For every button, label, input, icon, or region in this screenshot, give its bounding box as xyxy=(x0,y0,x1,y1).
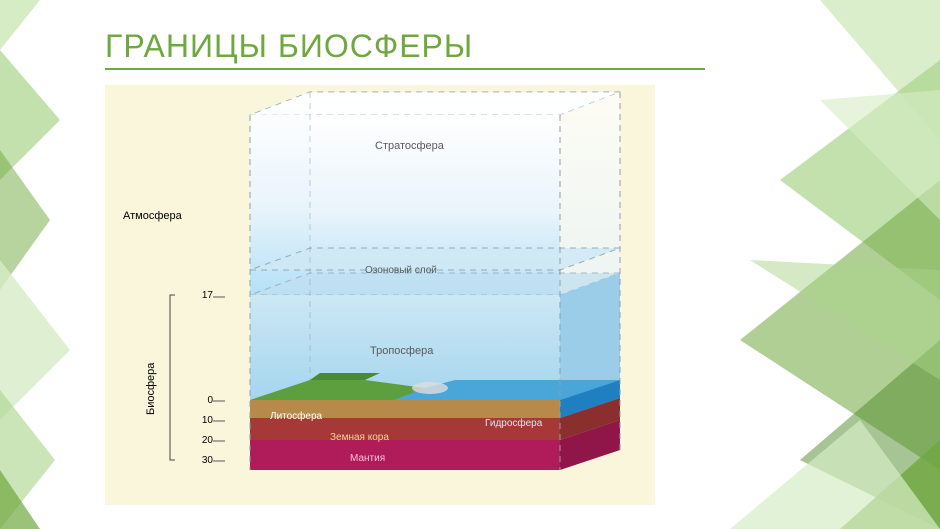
title-underline xyxy=(105,68,705,70)
label-stratosphere: Стратосфера xyxy=(375,140,444,152)
tick-30: 30 xyxy=(183,455,213,466)
label-mantle: Мантия xyxy=(350,453,385,464)
label-hydrosphere: Гидросфера xyxy=(485,418,542,429)
tick-10: 10 xyxy=(183,415,213,426)
label-lithosphere: Литосфера xyxy=(270,411,322,422)
tick-0: 0 xyxy=(183,395,213,406)
decor-right xyxy=(620,0,940,529)
tick-17: 17 xyxy=(183,290,213,301)
label-crust: Земная кора xyxy=(330,432,389,443)
decor-left xyxy=(0,0,100,529)
label-troposphere: Тропосфера xyxy=(370,345,433,357)
tick-20: 20 xyxy=(183,435,213,446)
label-ozone: Озоновый слой xyxy=(365,265,437,276)
biosphere-diagram: Атмосфера Биосфера 17 0 10 20 30 xyxy=(105,85,655,505)
page-title: ГРАНИЦЫ БИОСФЕРЫ xyxy=(105,28,473,65)
